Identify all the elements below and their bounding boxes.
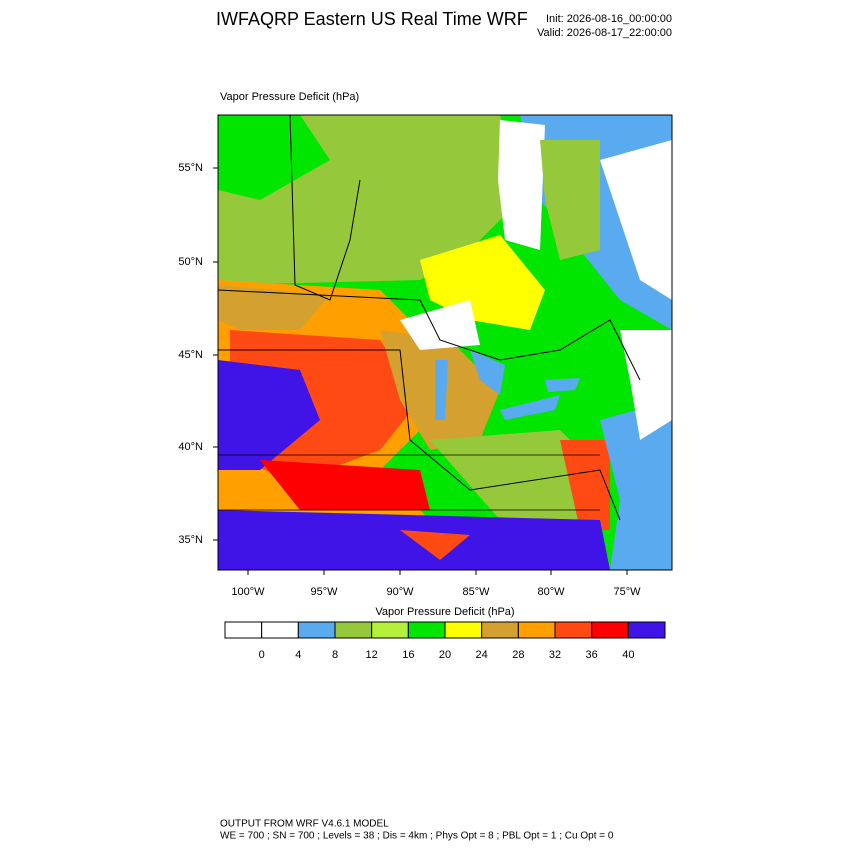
footer-line: WE = 700 ; SN = 700 ; Levels = 38 ; Dis … xyxy=(220,831,614,842)
map-frame xyxy=(217,114,673,571)
lat-label: 50°N xyxy=(178,256,203,268)
colorbar-box xyxy=(444,621,483,639)
title: IWFAQRP Eastern US Real Time WRF xyxy=(216,9,528,29)
colorbar: 0 4 8 12 16 20 24 28 32 36 40 xyxy=(224,621,666,661)
colorbar-label: 36 xyxy=(586,649,598,661)
lat-label: 45°N xyxy=(178,349,203,361)
colorbar-title: Vapor Pressure Deficit (hPa) xyxy=(375,606,514,618)
map-field xyxy=(218,115,672,570)
colorbar-box xyxy=(371,621,409,639)
colorbar-label: 24 xyxy=(476,649,488,661)
colorbar-box xyxy=(224,621,263,639)
colorbar-label: 0 xyxy=(259,649,265,661)
colorbar-label: 28 xyxy=(512,649,524,661)
colorbar-box xyxy=(627,621,666,639)
colorbar-box xyxy=(261,621,299,639)
lon-label: 85°W xyxy=(462,586,490,598)
axis-labels: 55°N 50°N 45°N 40°N 35°N 100°W 95°W 90°W 85°W 80°… xyxy=(178,162,641,598)
init-time: Init: 2026-08-16_00:00:00 xyxy=(546,13,672,25)
lon-label: 100°W xyxy=(231,586,265,598)
footer-line: OUTPUT FROM WRF V4.6.1 MODEL xyxy=(220,819,389,830)
colorbar-box xyxy=(481,621,519,639)
colorbar-box xyxy=(517,621,556,639)
lon-label: 90°W xyxy=(386,586,414,598)
lat-label: 40°N xyxy=(178,441,203,453)
map-label: Vapor Pressure Deficit (hPa) xyxy=(220,91,359,103)
lon-label: 95°W xyxy=(310,586,338,598)
lon-label: 75°W xyxy=(613,586,641,598)
colorbar-label: 40 xyxy=(622,649,634,661)
colorbar-box xyxy=(591,621,629,639)
colorbar-box xyxy=(334,621,373,639)
colorbar-box xyxy=(407,621,446,639)
colorbar-label: 4 xyxy=(295,649,301,661)
valid-time: Valid: 2026-08-17_22:00:00 xyxy=(537,27,672,39)
lat-label: 35°N xyxy=(178,534,203,546)
colorbar-label: 20 xyxy=(439,649,451,661)
colorbar-box xyxy=(297,621,336,639)
lon-label: 80°W xyxy=(537,586,565,598)
lat-label: 55°N xyxy=(178,162,203,174)
colorbar-label: 12 xyxy=(366,649,378,661)
colorbar-label: 32 xyxy=(549,649,561,661)
colorbar-box xyxy=(554,621,593,639)
colorbar-label: 16 xyxy=(402,649,414,661)
colorbar-label: 8 xyxy=(332,649,338,661)
